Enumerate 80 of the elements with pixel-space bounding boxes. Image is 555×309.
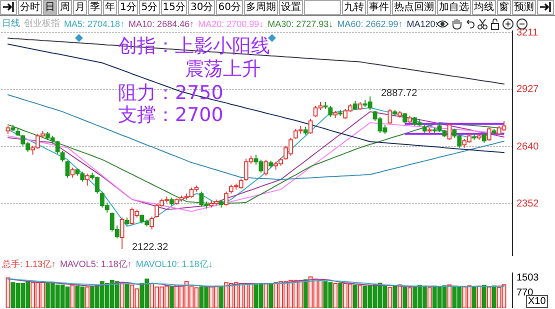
text: MA20: 2700.99↓ [198, 18, 264, 28]
text: 加自选 [437, 0, 471, 15]
text: 1分 [118, 0, 138, 15]
text: 设置 [278, 0, 303, 15]
series-label: 总手: 1.13亿↑ [2, 258, 56, 271]
text: 窗 [497, 0, 511, 15]
bar [482, 284, 486, 308]
bar [408, 287, 412, 308]
text: 多周期 [244, 0, 278, 15]
bar [353, 284, 358, 308]
bar [120, 282, 124, 308]
text: 热点回溯 [392, 0, 436, 15]
bar [264, 282, 268, 308]
bar [392, 285, 398, 308]
text: 日 [43, 0, 57, 15]
text: 日线 [2, 17, 20, 30]
annotation: 支撑：2700 [118, 104, 224, 126]
candlestick [264, 159, 268, 176]
y-tick-label: 2352 [516, 198, 540, 210]
text: 60分 [216, 0, 243, 15]
text: MA30: 2727.93↓ [268, 18, 334, 28]
text: MA120: [406, 18, 438, 28]
text: 年 [103, 0, 117, 15]
series-label: MAVOL10: 1.18亿↓ [136, 258, 213, 271]
y-tick-label: 2927 [516, 84, 540, 96]
text: MA5: 2704.18↑ [64, 18, 125, 28]
candlestick [224, 191, 228, 206]
text: 30分 [188, 0, 216, 15]
bar [333, 282, 338, 308]
text: 周 [58, 0, 72, 15]
candlestick [55, 140, 60, 154]
bar [303, 279, 308, 308]
bar [70, 284, 75, 308]
text: 事件 [367, 0, 391, 15]
y-tick-label: 3211 [516, 27, 538, 38]
candlestick [120, 217, 124, 250]
y-tick-label: 2640 [516, 141, 540, 152]
bar [388, 286, 392, 308]
bar [477, 286, 482, 308]
bar [338, 282, 343, 308]
candlestick [482, 132, 486, 144]
text: 创业板指 [24, 17, 60, 30]
text: X10 [526, 295, 548, 308]
annotation: 2887.72 [381, 88, 418, 99]
text: 分时 [18, 0, 42, 15]
bar [402, 286, 408, 308]
bar [169, 286, 174, 308]
candlestick [65, 160, 70, 178]
text: 九转 [342, 0, 366, 15]
bar [219, 286, 224, 308]
bar [472, 286, 476, 308]
text: 季 [88, 0, 102, 15]
candlestick [328, 105, 333, 118]
text: 15分 [160, 0, 188, 15]
text: MA10: 2684.46↑ [128, 18, 194, 28]
candlestick [447, 122, 452, 140]
candlestick [486, 126, 492, 142]
bar [85, 286, 90, 308]
annotation: 震荡上升 [185, 58, 261, 80]
bar [358, 284, 362, 308]
text: 5分 [139, 0, 160, 15]
candlestick [402, 112, 408, 124]
bar [268, 282, 274, 308]
bar [398, 284, 402, 308]
candlestick [308, 118, 313, 134]
text: 预测 [512, 0, 536, 15]
text: 均线 [472, 0, 496, 15]
candlestick [70, 167, 75, 178]
candlestick [150, 216, 154, 230]
bar [486, 286, 492, 308]
candlestick [388, 108, 392, 124]
bar [124, 284, 130, 308]
bar [492, 285, 496, 308]
annotation: 2122.32 [132, 242, 168, 253]
text: 月 [73, 0, 87, 15]
series-label: MAVOL5: 1.18亿↑ [60, 258, 132, 271]
bar [427, 287, 432, 308]
y-tick-label: 1503 [516, 272, 540, 284]
candlestick [85, 173, 90, 186]
text: MA60: 2662.99↑ [337, 18, 403, 28]
